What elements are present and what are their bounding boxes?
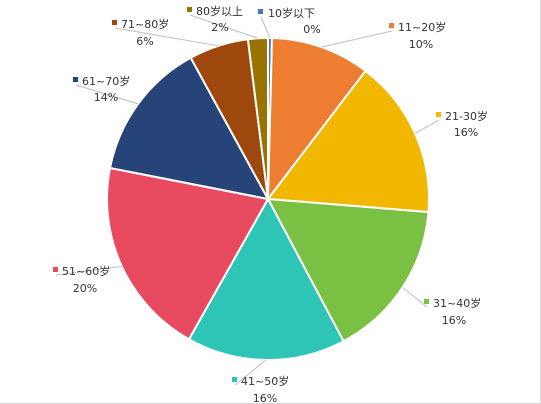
pie-slices — [106, 36, 430, 361]
leader-line — [189, 14, 259, 39]
leader-line — [321, 30, 393, 48]
data-label-percent: 2% — [211, 21, 228, 34]
leader-lines — [55, 14, 440, 386]
data-label-percent: 20% — [73, 282, 97, 295]
data-label-category: 21-30岁 — [445, 109, 488, 123]
label-color-marker — [436, 112, 441, 117]
data-label-category: 71~80岁 — [121, 17, 169, 31]
label-color-marker — [258, 9, 263, 14]
data-label-percent: 0% — [303, 23, 320, 36]
data-label-percent: 14% — [94, 91, 118, 104]
pie-slice — [266, 69, 430, 214]
label-color-marker — [53, 267, 58, 272]
label-color-marker — [112, 20, 117, 25]
pie-slice — [266, 197, 430, 343]
data-labels: 10岁以下 0% 11~20岁 10% 21-30岁 16% 31~40岁 16% 41~50岁… — [53, 4, 488, 404]
label-color-marker — [389, 23, 394, 28]
data-label-percent: 16% — [454, 126, 478, 139]
data-label-percent: 16% — [253, 392, 277, 404]
leader-line — [55, 265, 122, 276]
data-label-category: 80岁以上 — [196, 4, 243, 18]
data-label-percent: 6% — [136, 35, 153, 48]
label-color-marker — [187, 7, 192, 12]
data-label-percent: 16% — [442, 314, 466, 327]
data-label-category: 10岁以下 — [268, 6, 315, 20]
label-color-marker — [73, 77, 78, 82]
leader-line — [75, 84, 139, 105]
data-label-category: 11~20岁 — [398, 20, 446, 34]
leader-line — [114, 27, 219, 47]
label-color-marker — [232, 377, 237, 382]
leader-line — [414, 119, 440, 134]
data-label-percent: 10% — [409, 38, 433, 51]
data-label-category: 41~50岁 — [241, 374, 289, 388]
leader-line — [260, 16, 271, 39]
data-label-category: 31~40岁 — [433, 296, 481, 310]
data-label-category: 51~60岁 — [62, 264, 110, 278]
leader-line — [402, 287, 428, 308]
pie-slice — [187, 196, 345, 361]
label-color-marker — [424, 299, 429, 304]
leader-line — [234, 359, 267, 386]
data-label-category: 61~70岁 — [82, 74, 130, 88]
